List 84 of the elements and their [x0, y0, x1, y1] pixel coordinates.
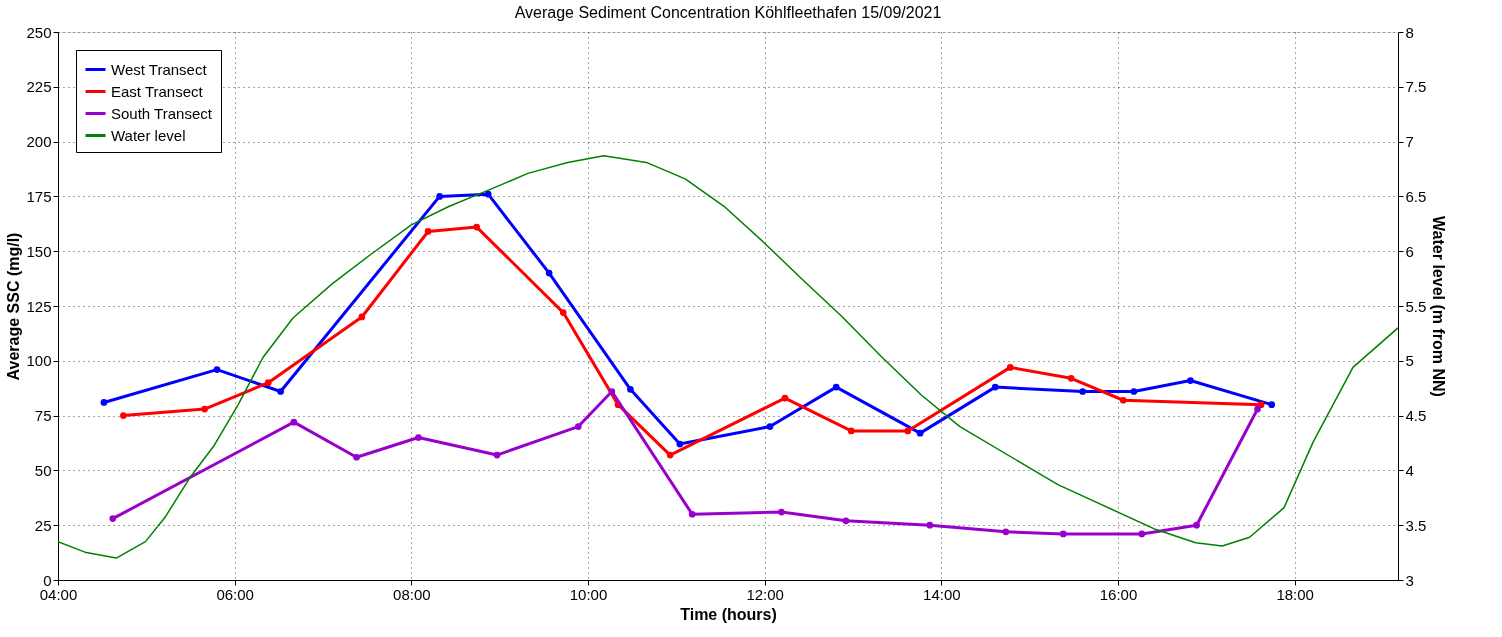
point: [666, 451, 674, 459]
legend-label: East Transect: [111, 82, 204, 100]
y-tick-label: 75: [34, 407, 52, 425]
y2-tick-label: 4: [1405, 461, 1414, 479]
point: [473, 223, 481, 231]
y2-tick-label: 3.5: [1405, 516, 1427, 534]
point: [120, 412, 127, 419]
point: [1268, 401, 1276, 408]
y-tick-label: 250: [26, 23, 52, 41]
line-series: [58, 155, 1398, 559]
y-tick-label: 100: [26, 352, 52, 370]
y-tick-label: 200: [26, 133, 52, 151]
point: [1257, 401, 1265, 408]
x-tick-label: 18:00: [1276, 585, 1314, 603]
y2-tick-label: 7: [1405, 133, 1414, 151]
y-tick-label: 25: [34, 516, 52, 534]
y2-tick-label: 3: [1405, 571, 1414, 589]
point: [1193, 521, 1200, 529]
point: [1006, 364, 1014, 371]
y-axis-title: Average SSC (mg/l): [5, 232, 23, 381]
y2-tick-label: 6: [1405, 242, 1414, 260]
point: [1119, 396, 1127, 404]
y2-tick-label: 5.5: [1405, 297, 1427, 315]
point: [1067, 374, 1075, 382]
y2-tick-label: 8: [1405, 23, 1414, 41]
legend-label: Water level: [111, 126, 186, 144]
point: [559, 309, 567, 316]
x-tick-label: 16:00: [1099, 585, 1138, 603]
y2-tick-label: 7.5: [1405, 78, 1427, 96]
legend-label: South Transect: [111, 104, 213, 122]
point: [484, 190, 492, 198]
y2-tick-label: 6.5: [1405, 187, 1427, 205]
point: [627, 385, 634, 393]
x-tick-label: 06:00: [216, 585, 254, 603]
chart-title: Average Sediment Concentration Köhlfleethafen 15/09/2021: [514, 4, 942, 21]
point: [264, 379, 272, 387]
point: [926, 521, 934, 529]
point: [904, 427, 912, 435]
point: [424, 228, 432, 235]
y-tick-label: 225: [26, 78, 52, 96]
point: [991, 383, 999, 391]
x-tick-label: 08:00: [393, 585, 431, 603]
point: [1254, 405, 1261, 413]
x-axis-title: Time (hours): [680, 605, 777, 623]
point: [847, 427, 855, 435]
point: [109, 515, 117, 522]
point: [574, 423, 582, 430]
point: [781, 394, 789, 402]
point: [832, 383, 840, 391]
point: [1079, 388, 1087, 395]
point: [1002, 528, 1010, 536]
point: [436, 193, 443, 200]
point: [1059, 530, 1067, 538]
point: [1187, 377, 1194, 384]
y2-axis-title: Water level (m from NN): [1430, 216, 1448, 397]
point: [676, 440, 684, 448]
legend-label: West Transect: [111, 60, 208, 78]
point: [545, 269, 553, 277]
point: [493, 451, 501, 459]
y2-tick-label: 4.5: [1405, 407, 1427, 425]
point: [213, 366, 221, 373]
x-tick-label: 10:00: [569, 585, 608, 603]
point: [608, 388, 616, 395]
point: [842, 517, 850, 525]
y2-tick-label: 5: [1405, 352, 1414, 370]
point: [277, 388, 284, 395]
y-tick-label: 125: [26, 297, 52, 315]
point: [353, 453, 360, 461]
y-tick-label: 150: [26, 242, 52, 260]
point: [916, 429, 924, 437]
point: [778, 508, 785, 516]
point: [688, 510, 696, 518]
x-tick-label: 14:00: [923, 585, 961, 603]
point: [415, 434, 422, 441]
y-tick-label: 175: [26, 187, 52, 205]
point: [290, 418, 298, 426]
point: [201, 405, 208, 413]
point: [358, 313, 366, 321]
y-tick-label: 50: [34, 461, 52, 479]
point: [766, 423, 774, 430]
point: [1130, 388, 1138, 395]
point: [1138, 530, 1146, 538]
x-tick-label: 12:00: [746, 585, 784, 603]
point: [100, 399, 108, 406]
